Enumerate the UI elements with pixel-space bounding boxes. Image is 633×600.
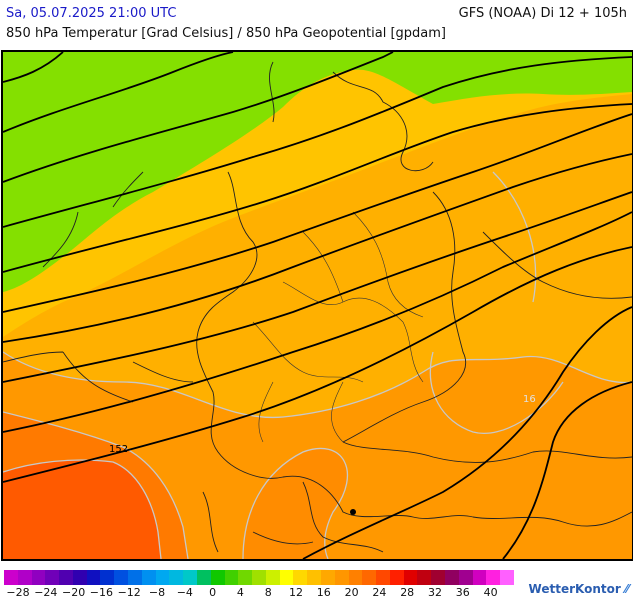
color-swatch xyxy=(334,570,349,585)
isotherm-line xyxy=(3,351,632,419)
color-swatch xyxy=(252,570,266,585)
isotherm-lines xyxy=(3,171,632,559)
isohypse-line xyxy=(3,211,632,433)
color-swatch xyxy=(4,570,18,585)
wetterkontor-logo: WetterKontor ⁄⁄ xyxy=(529,582,629,596)
isotherm-line xyxy=(3,411,189,559)
logo-icon: ⁄⁄ xyxy=(624,582,629,596)
color-swatch xyxy=(486,570,501,585)
scale-tick-label: 16 xyxy=(316,586,331,599)
color-swatch xyxy=(183,570,197,585)
temp-fill-orange-mid xyxy=(243,448,348,559)
color-swatch xyxy=(17,570,32,585)
color-swatch xyxy=(320,570,335,585)
isohypse-line xyxy=(502,381,632,559)
scale-tick-label: 24 xyxy=(372,586,387,599)
color-swatch xyxy=(403,570,418,585)
scale-tick-label: −20 xyxy=(61,586,86,599)
color-scale-bar xyxy=(4,570,514,585)
color-swatch xyxy=(169,570,184,585)
color-swatch xyxy=(141,570,156,585)
color-swatch xyxy=(265,570,280,585)
scale-tick-label: −28 xyxy=(6,586,30,599)
color-swatch xyxy=(100,570,115,585)
scale-tick-label: −4 xyxy=(176,586,193,599)
isotherm-line xyxy=(3,459,162,559)
color-swatch xyxy=(45,570,60,585)
color-swatch xyxy=(72,570,87,585)
color-scale-ticks: −28 −24 −20 −16 −12 −8 −4 0 4 8 12 16 20 24 28 32 36 40 xyxy=(0,586,520,600)
isohypse-lines xyxy=(3,52,632,559)
color-swatch xyxy=(445,570,459,585)
temperature-label: 16 xyxy=(523,394,536,405)
color-swatch xyxy=(155,570,170,585)
color-swatch xyxy=(86,570,101,585)
color-swatch xyxy=(389,570,404,585)
scale-tick-label: 20 xyxy=(344,586,359,599)
logo-text: WetterKontor xyxy=(528,582,621,596)
scale-tick-label: 8 xyxy=(264,586,272,599)
color-swatch xyxy=(500,570,514,585)
scale-tick-label: 4 xyxy=(236,586,244,599)
scale-tick-label: −16 xyxy=(89,586,113,599)
color-swatch xyxy=(31,570,46,585)
city-marker xyxy=(350,509,356,515)
color-swatch xyxy=(348,570,363,585)
isohypse-line xyxy=(3,113,632,313)
isohypse-line xyxy=(3,52,234,133)
country-borders xyxy=(3,61,632,553)
color-swatch xyxy=(224,570,239,585)
scale-tick-label: −12 xyxy=(117,586,141,599)
color-swatch xyxy=(417,570,432,585)
color-swatch xyxy=(458,570,473,585)
model-run: GFS (NOAA) Di 12 + 105h xyxy=(458,6,627,21)
chart-title: 850 hPa Temperatur [Grad Celsius] / 850 … xyxy=(6,26,447,41)
scale-tick-label: 32 xyxy=(428,586,442,599)
color-swatch xyxy=(196,570,211,585)
color-swatch xyxy=(362,570,377,585)
isotherm-line xyxy=(242,447,349,559)
geopotential-label: 152 xyxy=(109,444,128,455)
color-swatch xyxy=(238,570,253,585)
isohypse-line xyxy=(3,246,632,483)
scale-tick-label: 0 xyxy=(209,586,217,599)
isotherm-line xyxy=(492,171,537,303)
color-swatch xyxy=(59,570,73,585)
scale-tick-label: 28 xyxy=(400,586,415,599)
color-swatch xyxy=(376,570,390,585)
scale-tick-label: 36 xyxy=(455,586,470,599)
isohypse-line xyxy=(3,103,632,273)
scale-tick-label: 12 xyxy=(289,586,303,599)
color-swatch xyxy=(307,570,321,585)
isohypse-line xyxy=(3,52,394,183)
valid-time: Sa, 05.07.2025 21:00 UTC xyxy=(6,6,177,21)
temp-fill-red-orange xyxy=(3,460,161,559)
color-swatch xyxy=(431,570,445,585)
scale-tick-label: −24 xyxy=(34,586,58,599)
isohypse-line xyxy=(3,56,632,228)
temp-fill-green xyxy=(3,52,632,292)
isohypse-line xyxy=(302,306,632,559)
map-canvas: 152 16 xyxy=(3,52,632,559)
isohypse-line xyxy=(3,191,632,383)
color-swatch xyxy=(472,570,487,585)
isohypse-line xyxy=(3,153,632,343)
scale-tick-label: −8 xyxy=(148,586,166,599)
color-swatch xyxy=(210,570,225,585)
color-swatch xyxy=(293,570,308,585)
isohypse-line xyxy=(3,52,64,83)
weather-map: 152 16 xyxy=(1,50,633,561)
color-swatch xyxy=(114,570,129,585)
color-swatch xyxy=(279,570,294,585)
color-swatch xyxy=(128,570,142,585)
isotherm-line xyxy=(429,351,564,434)
scale-tick-label: 40 xyxy=(483,586,498,599)
